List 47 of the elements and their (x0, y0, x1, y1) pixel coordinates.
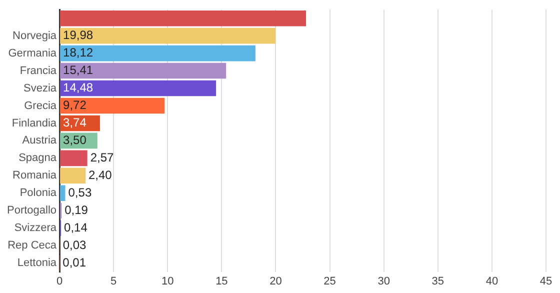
data-label: 3,50 (63, 133, 87, 148)
y-tick-label: Grecia (24, 100, 58, 112)
data-label: 2,57 (90, 150, 114, 164)
y-tick-label: Svezia (24, 82, 58, 94)
data-label: 0,01 (62, 255, 86, 270)
y-tick-label: Spagna (18, 152, 58, 164)
x-tick-label: 0 (56, 275, 63, 288)
data-label: 0,14 (64, 220, 88, 234)
data-label: 14,48 (63, 80, 94, 95)
data-label: 0,19 (64, 202, 88, 217)
x-tick-label: 40 (486, 275, 498, 288)
y-tick-label: Lettonia (17, 257, 58, 270)
data-label: 18,12 (63, 46, 94, 60)
data-label: 0,03 (62, 238, 87, 252)
bar (60, 28, 276, 44)
data-label: 2,40 (88, 168, 112, 182)
data-label: 0,53 (68, 185, 92, 200)
x-tick-label: 5 (110, 275, 117, 288)
y-tick-label: Svizzera (14, 222, 58, 234)
x-tick-label: 45 (540, 275, 552, 288)
data-label: 15,41 (63, 63, 94, 78)
data-label: 3,74 (63, 116, 87, 130)
data-label: 9,72 (63, 98, 87, 112)
bar (60, 168, 86, 184)
data-label: 19,98 (63, 28, 94, 42)
bar (60, 45, 256, 62)
x-tick-label: 35 (432, 275, 444, 288)
x-tick-label: 30 (378, 275, 390, 288)
y-tick-label: Portogallo (6, 204, 57, 217)
bar (60, 10, 306, 26)
y-tick-label: Rep Ceca (8, 240, 58, 252)
x-tick-label: 10 (162, 275, 174, 288)
bar (60, 98, 165, 114)
y-tick-label: Francia (20, 64, 58, 77)
y-tick-label: Romania (12, 170, 58, 182)
x-tick-label: 20 (270, 275, 282, 288)
x-tick-label: 25 (324, 275, 336, 288)
x-tick-label: 15 (216, 275, 228, 288)
y-tick-label: Finlandia (12, 117, 58, 130)
y-tick-label: Norvegia (12, 30, 58, 42)
bar (60, 62, 226, 79)
bar (60, 80, 216, 96)
bar (60, 150, 88, 166)
y-tick-label: Polonia (20, 187, 58, 200)
y-tick-label: Austria (22, 134, 58, 147)
bar (60, 185, 66, 202)
y-tick-label: Germania (8, 47, 58, 60)
